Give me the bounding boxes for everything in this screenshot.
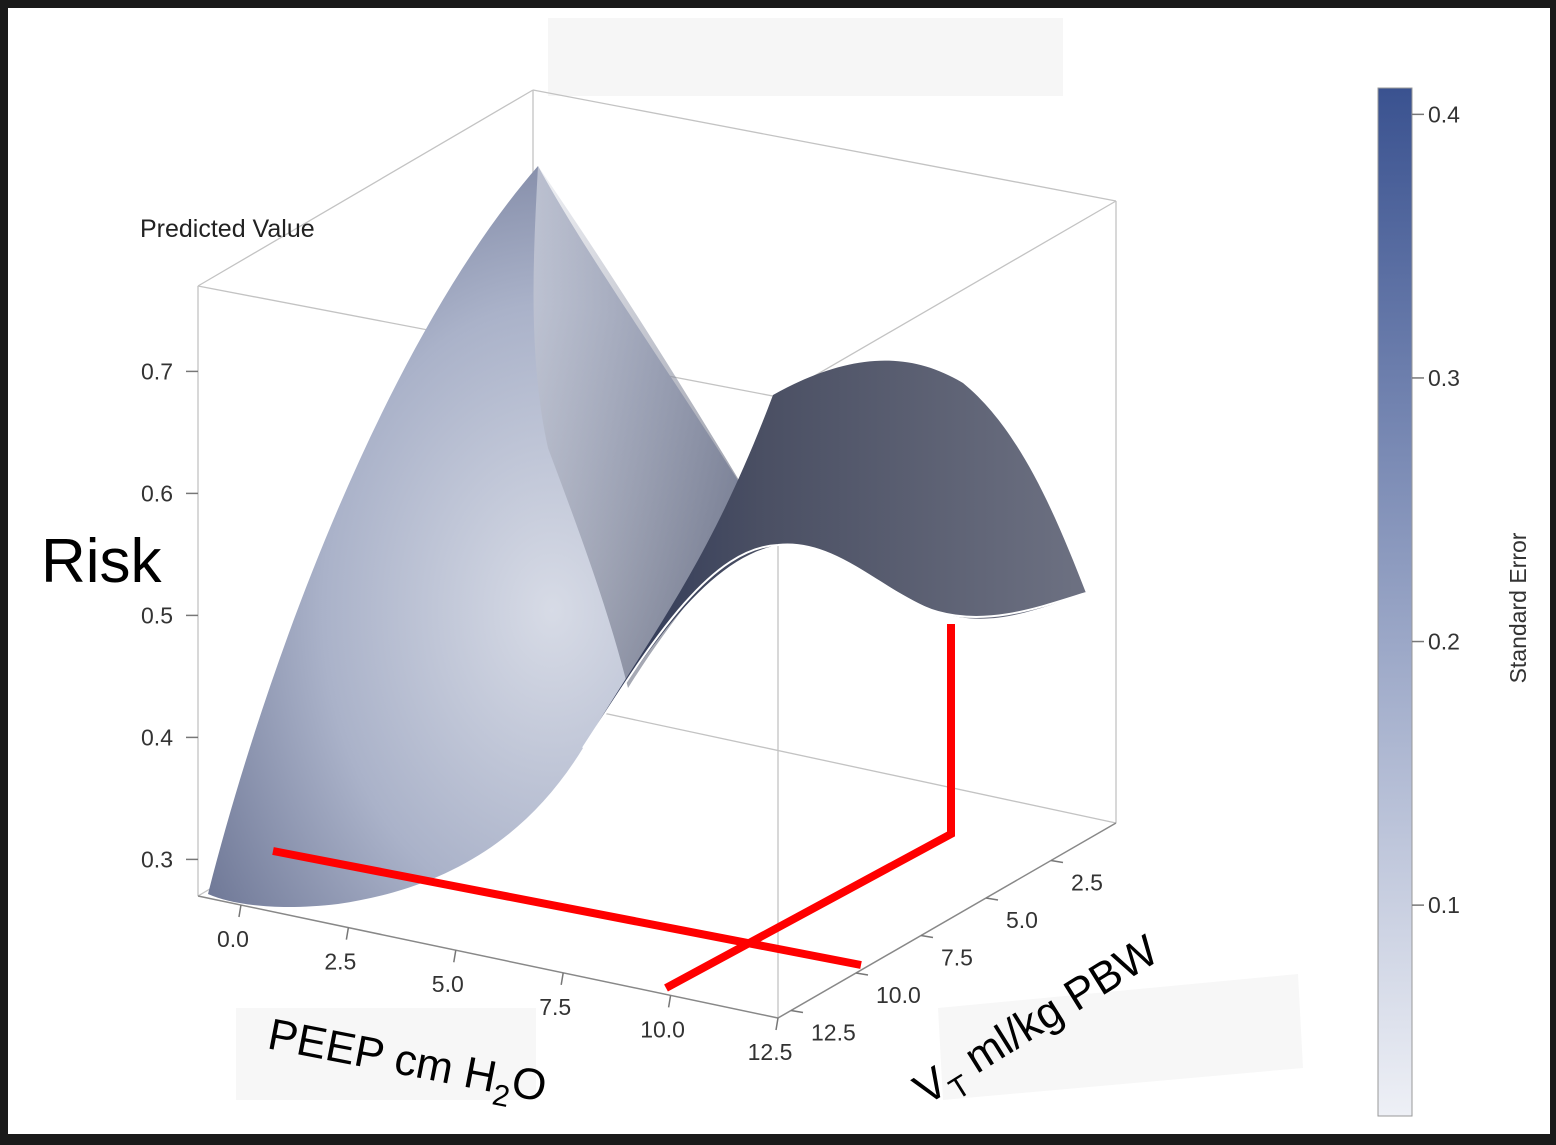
y-tick-mark bbox=[920, 934, 934, 939]
x-tick-mark bbox=[667, 995, 672, 1008]
colorbar-tick-label: 0.2 bbox=[1428, 629, 1460, 655]
z-tick-label: 0.4 bbox=[141, 724, 173, 750]
z-axis-ticks: 0.3 0.4 0.5 0.6 0.7 bbox=[141, 358, 173, 872]
colorbar-ticks: 0.1 0.2 0.3 0.4 bbox=[1412, 101, 1460, 918]
y-tick-label: 7.5 bbox=[941, 945, 973, 971]
y-tick-label: 2.5 bbox=[1071, 870, 1103, 896]
colorbar: 0.1 0.2 0.3 0.4 Standard Error bbox=[1377, 87, 1531, 1117]
x-tick-label: 10.0 bbox=[640, 1016, 685, 1042]
floor-axes bbox=[197, 822, 1117, 1019]
z-axis-label: Risk bbox=[41, 527, 163, 596]
y-label-band bbox=[938, 974, 1303, 1100]
y-axis-ticks: 2.5 5.0 7.5 10.0 12.5 bbox=[811, 870, 1103, 1046]
y-tick-mark bbox=[985, 897, 999, 901]
colorbar-tick-label: 0.1 bbox=[1428, 892, 1460, 918]
x-axis-ticks: 0.0 2.5 5.0 7.5 10.0 12.5 bbox=[217, 926, 792, 1065]
x-tick-mark bbox=[238, 904, 242, 918]
y-tick-mark bbox=[790, 1009, 804, 1014]
x-label-band bbox=[236, 1008, 536, 1100]
vt-highlight-line bbox=[664, 624, 955, 992]
x-tick-label: 7.5 bbox=[539, 994, 571, 1020]
colorbar-label: Standard Error bbox=[1505, 532, 1531, 683]
z-tick-label: 0.5 bbox=[141, 602, 173, 628]
surface-edge bbox=[582, 543, 1087, 749]
y-tick-mark bbox=[1050, 859, 1064, 864]
x-tick-mark bbox=[345, 927, 350, 940]
surface-chart: 0.3 0.4 0.5 0.6 0.7 0.0 2.5 5.0 7.5 10.0 12.5 2.5… bbox=[41, 18, 1531, 1117]
x-tick-label: 12.5 bbox=[748, 1039, 793, 1065]
surface-right-sheet bbox=[583, 360, 1086, 748]
peep-highlight-line bbox=[272, 847, 862, 969]
y-tick-label: 5.0 bbox=[1006, 907, 1038, 933]
chart-frame: 0.3 0.4 0.5 0.6 0.7 0.0 2.5 5.0 7.5 10.0 12.5 2.5… bbox=[8, 8, 1550, 1134]
x-tick-mark bbox=[560, 972, 564, 985]
x-tick-label: 2.5 bbox=[324, 949, 356, 975]
colorbar-tick-label: 0.4 bbox=[1428, 101, 1460, 127]
x-tick-mark bbox=[775, 1017, 779, 1031]
y-tick-label: 10.0 bbox=[876, 982, 921, 1008]
title-band bbox=[548, 18, 1063, 96]
z-tick-label: 0.3 bbox=[141, 846, 173, 872]
x-tick-mark bbox=[453, 950, 457, 963]
y-tick-mark bbox=[855, 972, 869, 976]
colorbar-tick-label: 0.3 bbox=[1428, 365, 1460, 391]
z-tick-label: 0.7 bbox=[141, 358, 173, 384]
y-tick-label: 12.5 bbox=[811, 1020, 856, 1046]
z-tick-label: 0.6 bbox=[141, 480, 173, 506]
z-axis-title: Predicted Value bbox=[140, 215, 315, 243]
colorbar-ramp bbox=[1377, 87, 1413, 1117]
tick-marks bbox=[186, 370, 1064, 1031]
x-tick-label: 5.0 bbox=[432, 971, 464, 997]
surface bbox=[208, 166, 1087, 908]
highlight-lines bbox=[272, 624, 955, 992]
x-tick-label: 0.0 bbox=[217, 926, 249, 952]
